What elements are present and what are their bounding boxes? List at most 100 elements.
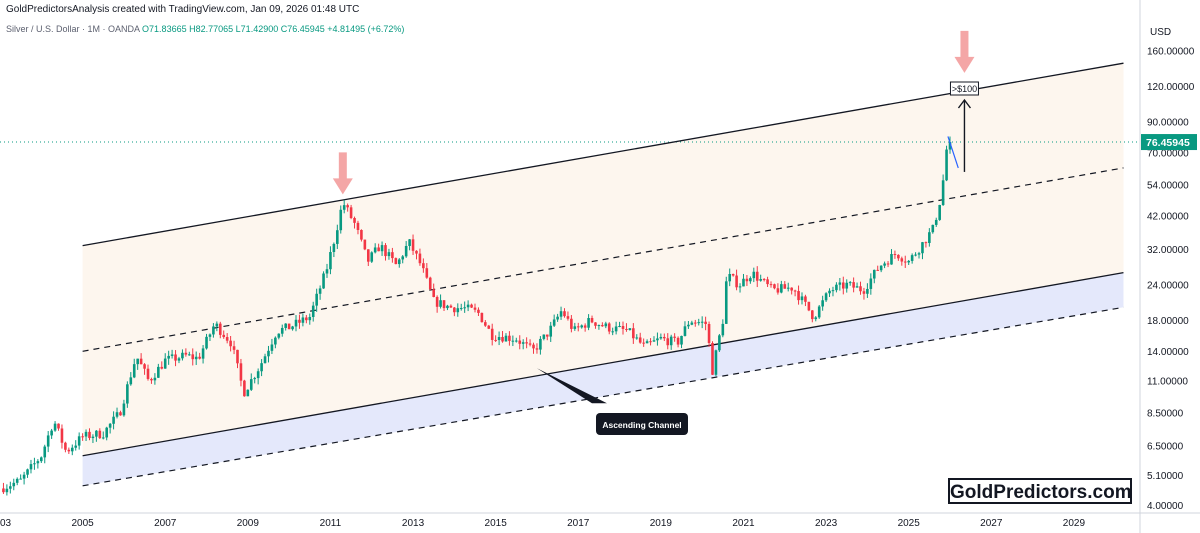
candle-body	[580, 325, 584, 328]
time-tick-label: 2017	[567, 518, 590, 529]
candle-body	[632, 328, 635, 339]
time-tick-label: 2005	[71, 518, 94, 529]
time-tick-label: 2019	[650, 518, 673, 529]
candle-body	[687, 324, 690, 327]
candle-body	[497, 336, 501, 341]
candle-body	[53, 423, 57, 431]
candle-body	[487, 325, 491, 329]
support-band	[82, 272, 1124, 486]
candle-body	[318, 288, 322, 294]
candle-body	[170, 354, 174, 356]
price-axis-label: USD	[1150, 27, 1172, 38]
price-tick-label: 160.00000	[1147, 47, 1195, 58]
candle-body	[249, 379, 253, 390]
candle-body	[95, 430, 98, 437]
candle-body	[294, 319, 298, 327]
candle-body	[260, 363, 263, 372]
candle-body	[315, 293, 318, 306]
candle-body	[907, 260, 910, 263]
candle-body	[136, 358, 139, 365]
candle-body	[604, 323, 608, 327]
price-tick-label: 32.00000	[1147, 245, 1189, 256]
candle-body	[167, 355, 170, 359]
candle-body	[752, 271, 756, 279]
candle-body	[848, 282, 852, 284]
candle-body	[342, 205, 346, 210]
candle-body	[804, 296, 807, 302]
candle-body	[157, 366, 160, 378]
candle-body	[253, 378, 257, 380]
candle-body	[652, 340, 656, 342]
candle-body	[70, 447, 74, 452]
candle-body	[618, 325, 621, 327]
time-tick-label: 2015	[485, 518, 508, 529]
candle-body	[673, 336, 676, 338]
brand-watermark: GoldPredictors.com	[948, 478, 1132, 504]
target-label: >$100	[952, 84, 977, 94]
candle-body	[126, 384, 129, 404]
candle-body	[387, 252, 391, 257]
ohlc-change: +4.81495 (+6.72%)	[327, 24, 405, 34]
candle-body	[29, 464, 33, 470]
candle-body	[301, 317, 305, 323]
candle-body	[57, 423, 60, 429]
candle-body	[876, 269, 880, 271]
candle-body	[246, 389, 250, 397]
candle-body	[914, 254, 917, 256]
candle-body	[707, 324, 711, 343]
price-tick-label: 6.50000	[1147, 441, 1184, 452]
candle-body	[539, 338, 542, 350]
candle-body	[552, 319, 556, 326]
candle-body	[921, 242, 924, 254]
candle-body	[545, 334, 549, 337]
candle-body	[329, 252, 332, 270]
candle-body	[700, 321, 704, 323]
candle-body	[105, 427, 109, 438]
candle-body	[556, 316, 559, 320]
candle-body	[404, 245, 408, 257]
candle-body	[601, 325, 604, 327]
ohlc-close: C76.45945	[280, 24, 325, 34]
candle-body	[101, 437, 105, 439]
candle-body	[518, 340, 522, 344]
time-tick-label: 2011	[320, 518, 342, 529]
candle-body	[762, 279, 766, 281]
candle-body	[19, 478, 22, 480]
candle-body	[274, 337, 277, 345]
candle-body	[759, 279, 762, 281]
candle-body	[139, 358, 143, 365]
candle-body	[428, 277, 432, 290]
candle-body	[470, 304, 473, 308]
candle-body	[597, 325, 601, 327]
candle-body	[418, 253, 422, 264]
candle-body	[91, 436, 95, 439]
candle-body	[780, 284, 783, 293]
candle-body	[642, 342, 645, 344]
candle-body	[277, 333, 281, 338]
target-arrow	[954, 30, 975, 73]
candle-body	[26, 469, 29, 475]
candle-body	[311, 305, 315, 317]
price-tick-label: 54.00000	[1147, 180, 1189, 191]
candle-body	[174, 354, 177, 361]
candle-body	[666, 338, 670, 346]
candle-body	[755, 271, 759, 281]
candle-body	[811, 310, 814, 320]
candle-body	[501, 336, 504, 342]
candle-body	[463, 307, 466, 309]
candle-body	[638, 337, 642, 343]
candle-body	[676, 337, 680, 345]
candle-body	[243, 380, 246, 397]
candle-body	[766, 279, 769, 285]
candle-body	[542, 334, 546, 339]
price-tick-label: 70.00000	[1147, 148, 1189, 159]
candle-body	[645, 341, 649, 344]
candle-body	[724, 281, 728, 324]
symbol-legend: Silver / U.S. Dollar · 1M · OANDA O71.83…	[6, 24, 404, 34]
candle-body	[852, 282, 855, 288]
price-tick-label: 90.00000	[1147, 117, 1189, 128]
candle-body	[869, 278, 873, 289]
candle-body	[263, 356, 267, 364]
